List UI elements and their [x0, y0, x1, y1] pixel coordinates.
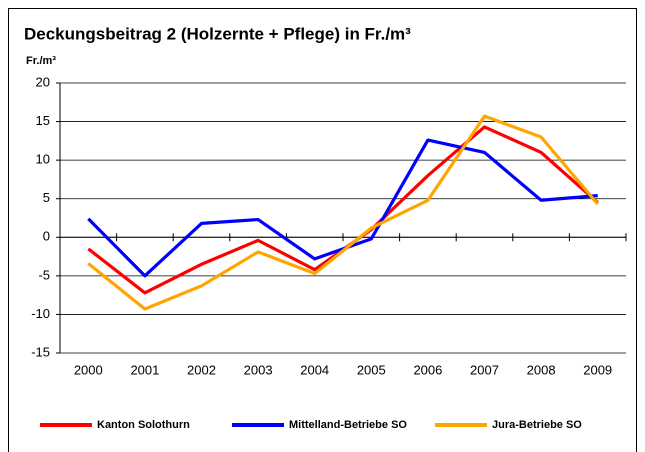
y-tick-label: 0 — [43, 229, 50, 244]
x-tick-label: 2005 — [357, 362, 386, 377]
y-tick-label: -5 — [38, 267, 50, 282]
legend-label: Kanton Solothurn — [97, 419, 190, 431]
y-tick-label: -15 — [31, 344, 50, 359]
y-tick-label: -10 — [31, 306, 50, 321]
legend-label: Mittelland-Betriebe SO — [289, 419, 407, 431]
series-line — [87, 114, 599, 311]
y-tick-label: 15 — [36, 113, 50, 128]
frame — [8, 8, 637, 452]
y-tick-label: 10 — [36, 152, 50, 167]
x-tick-label: 2009 — [583, 362, 612, 377]
x-tick-label: 2008 — [527, 362, 556, 377]
x-tick-label: 2003 — [244, 362, 273, 377]
x-tick-label: 2001 — [130, 362, 159, 377]
y-tick-label: 5 — [43, 190, 50, 205]
y-tick-label: 20 — [36, 74, 50, 89]
x-tick-label: 2007 — [470, 362, 499, 377]
legend-label: Jura-Betriebe SO — [492, 419, 582, 431]
series-line — [87, 125, 599, 295]
x-tick-label: 2000 — [74, 362, 103, 377]
chart-title: Deckungsbeitrag 2 (Holzernte + Pflege) i… — [24, 24, 411, 43]
x-tick-label: 2002 — [187, 362, 216, 377]
x-tick-label: 2006 — [413, 362, 442, 377]
y-axis-label: Fr./m³ — [26, 55, 56, 67]
x-tick-label: 2004 — [300, 362, 329, 377]
